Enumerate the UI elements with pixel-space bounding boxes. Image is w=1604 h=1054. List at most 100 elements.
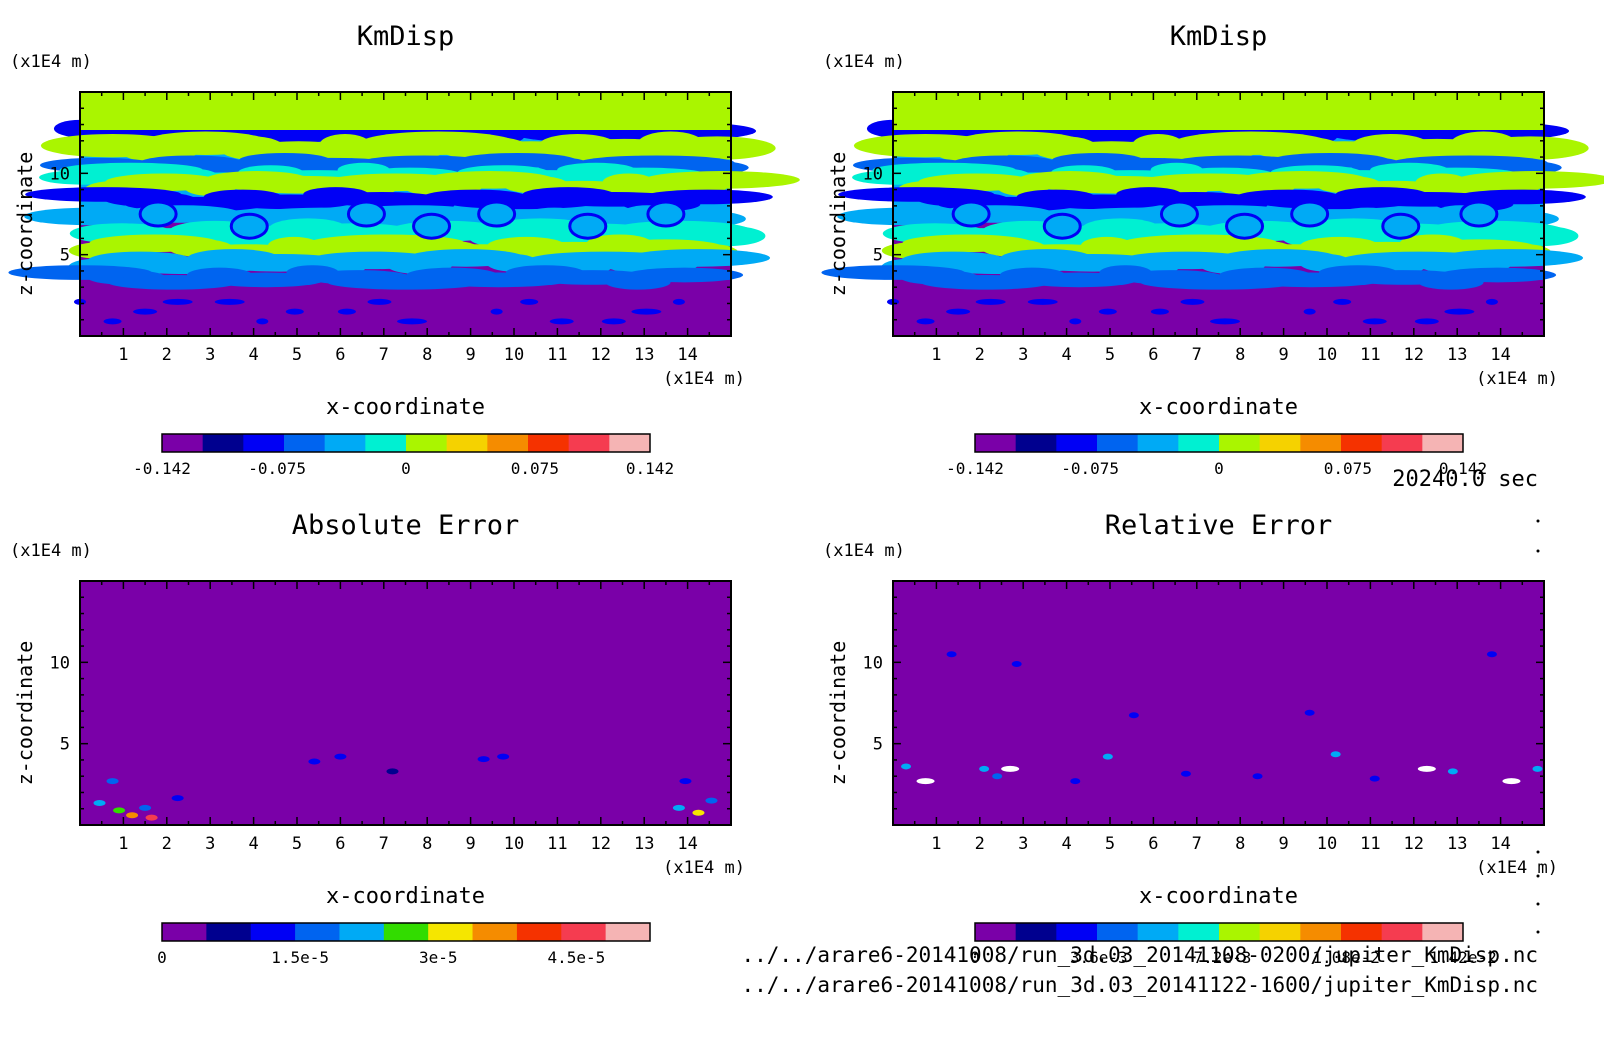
colorbar-tick-label: 0.142 — [626, 459, 674, 478]
x-tick-label: 1 — [931, 834, 941, 854]
error-spot — [705, 797, 718, 804]
x-tick-label: 14 — [1490, 345, 1510, 365]
colorbar-swatch — [1219, 434, 1261, 452]
contour-band — [893, 92, 1544, 130]
x-tick-label: 4 — [248, 834, 258, 854]
error-spot — [126, 812, 139, 819]
error-spot — [93, 800, 106, 807]
edge-dot — [1536, 902, 1540, 906]
chart-title: KmDisp — [1170, 21, 1268, 52]
x-tick-label: 3 — [205, 834, 215, 854]
colorbar-frame — [161, 433, 651, 453]
error-spot — [1128, 712, 1139, 719]
contour-eddy — [1159, 200, 1199, 228]
error-spot — [334, 753, 347, 760]
colorbar-swatch — [206, 923, 252, 941]
colorbar-frame — [974, 433, 1464, 453]
contour-eddy — [1459, 200, 1499, 228]
colorbar-swatch — [1341, 923, 1383, 941]
y-tick-label: 5 — [60, 735, 70, 755]
x-tick-label: 11 — [1360, 345, 1380, 365]
contour-speck — [1150, 308, 1169, 315]
x-tick-label: 1 — [118, 345, 128, 365]
error-spot — [1417, 765, 1436, 772]
colorbar-swatch — [243, 434, 285, 452]
panel-kmdisp-file2: KmDisp(x1E4 m)1 2 3 4 5 6 7 8 9 10 11 12 13 14510(x1E… — [821, 21, 1604, 478]
error-spot — [901, 763, 912, 770]
x-tick-label: 9 — [465, 834, 475, 854]
x-tick-label: 2 — [162, 345, 172, 365]
error-spot — [497, 753, 510, 760]
colorbar-swatch — [1381, 434, 1423, 452]
error-spot — [916, 778, 935, 785]
error-spot — [1180, 770, 1191, 777]
x-tick-label: 4 — [1061, 345, 1071, 365]
contour-eddy — [646, 200, 686, 228]
error-spot — [1447, 768, 1458, 775]
x-tick-label: 1 — [118, 834, 128, 854]
colorbar-tick-label: 1.42e-2 — [1429, 948, 1496, 967]
contour-speck — [1210, 318, 1241, 325]
x-tick-label: 12 — [1404, 345, 1424, 365]
x-tick-label: 10 — [504, 834, 524, 854]
y-tick-label: 5 — [873, 246, 883, 266]
x-unit-label: (x1E4 m) — [1476, 369, 1558, 389]
contour-speck — [1333, 298, 1352, 305]
x-unit-label: (x1E4 m) — [1476, 858, 1558, 878]
panel-relative-error: Relative Error(x1E4 m)1 2 3 4 5 6 7 8 9 10 11 12 13 1… — [823, 510, 1558, 967]
x-tick-label: 8 — [1235, 834, 1245, 854]
colorbar-tick-label: 1.08e-2 — [1312, 948, 1379, 967]
error-spot — [1330, 751, 1341, 758]
contour-speck — [1069, 318, 1082, 325]
contour-speck — [1027, 298, 1058, 305]
x-tick-label: 8 — [422, 834, 432, 854]
error-spot — [692, 809, 705, 816]
x-tick-label: 7 — [379, 834, 389, 854]
y-axis-label: z-coordinate — [826, 152, 850, 297]
contour-speck — [1414, 318, 1439, 325]
x-axis-label: x-coordinate — [1139, 395, 1298, 420]
contour-eddy — [951, 200, 991, 228]
x-unit-label: (x1E4 m) — [663, 858, 745, 878]
error-spot — [1070, 778, 1081, 785]
contour-speck — [490, 308, 503, 315]
contour-field — [821, 92, 1604, 336]
colorbar-tick-label: -0.075 — [1061, 459, 1119, 478]
contour-blob — [642, 189, 773, 205]
colorbar-swatch — [1178, 434, 1220, 452]
x-tick-label: 8 — [422, 345, 432, 365]
error-spot — [1001, 765, 1020, 772]
y-tick-label: 10 — [863, 653, 883, 673]
y-tick-label: 5 — [873, 735, 883, 755]
colorbar-swatch — [250, 923, 296, 941]
x-tick-label: 11 — [1360, 834, 1380, 854]
error-spot — [477, 756, 490, 763]
contour-eddy — [138, 200, 178, 228]
colorbar-swatch — [1178, 923, 1220, 941]
error-spot — [1011, 660, 1022, 667]
contour-speck — [214, 298, 245, 305]
contour-speck — [1485, 298, 1498, 305]
colorbar-swatch — [1015, 923, 1057, 941]
x-tick-label: 14 — [677, 834, 697, 854]
colorbar-swatch — [528, 434, 570, 452]
x-tick-label: 11 — [547, 345, 567, 365]
error-spot — [139, 804, 152, 811]
chart-title: Absolute Error — [292, 510, 520, 541]
error-field — [80, 581, 731, 825]
contour-speck — [549, 318, 574, 325]
contour-speck — [946, 308, 971, 315]
colorbar-swatch — [1137, 434, 1179, 452]
colorbar-swatch — [365, 434, 407, 452]
edge-dot — [1536, 874, 1540, 878]
x-tick-label: 6 — [1148, 834, 1158, 854]
x-tick-label: 3 — [205, 345, 215, 365]
x-tick-label: 10 — [504, 345, 524, 365]
x-tick-label: 10 — [1317, 345, 1337, 365]
contour-speck — [133, 308, 158, 315]
error-spot — [1252, 773, 1263, 780]
y-axis-label: z-coordinate — [826, 641, 850, 786]
colorbar-swatch — [202, 434, 244, 452]
panel-kmdisp-file1: KmDisp(x1E4 m)1 2 3 4 5 6 7 8 9 10 11 12 13 14510(x1E… — [8, 21, 800, 478]
